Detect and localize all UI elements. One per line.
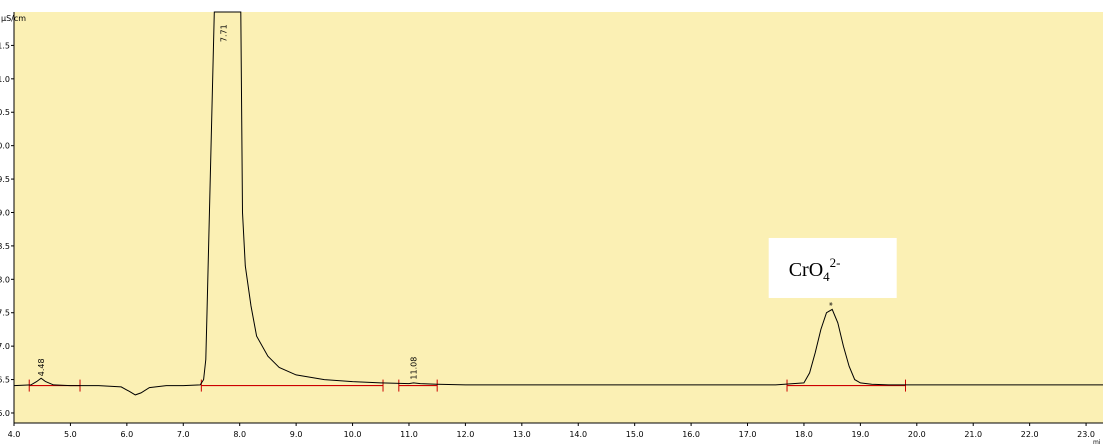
x-tick-label: 8.0 (233, 430, 246, 439)
x-tick-label: 4.0 (8, 430, 21, 439)
y-tick-label: 16.0 (0, 409, 10, 418)
y-tick-label: 20.0 (0, 142, 10, 151)
peak-label: 4.48 (37, 358, 46, 376)
signal-line (13, 11, 1103, 396)
x-tick-label: 23.0 (1077, 430, 1095, 439)
x-axis: 4.0 5.0 6.0 7.0 8.0 9.0 10.0 11.0 12.0 13.0 14.0 15… (8, 422, 1103, 439)
x-tick-label: 7.0 (177, 430, 190, 439)
x-tick-label: 16.0 (682, 430, 700, 439)
x-tick-label: 5.0 (64, 430, 77, 439)
annotation-label: CrO42- (789, 255, 841, 284)
peak-label: 7.71 (219, 24, 228, 42)
x-tick-label: 13.0 (513, 430, 531, 439)
x-tick-label: 11.0 (400, 430, 418, 439)
y-tick-label: 19.0 (0, 208, 10, 217)
x-tick-label: 6.0 (120, 430, 133, 439)
y-tick-label: 17.0 (0, 342, 10, 351)
x-tick-label: 19.0 (851, 430, 869, 439)
x-tick-label: 9.0 (290, 430, 303, 439)
y-tick-label: 19.5 (0, 175, 10, 184)
y-tick-label: 21.0 (0, 75, 10, 84)
x-tick-label: 18.0 (795, 430, 813, 439)
peak-labels: 4.48 7.71 11.08 * (37, 24, 837, 379)
plot-area (14, 12, 1103, 423)
y-tick-label: 20.5 (0, 108, 10, 117)
y-tick-label: 16.5 (0, 376, 10, 385)
y-axis: 16.0 16.5 17.0 17.5 18.0 18.5 19.0 19.5 20.0 20.5… (0, 12, 15, 423)
y-tick-label: 18.0 (0, 275, 10, 284)
x-tick-label: 17.0 (739, 430, 757, 439)
peak-label: 11.08 (409, 357, 418, 380)
y-axis-unit: µS/cm (1, 14, 26, 23)
annotation-background (768, 237, 897, 298)
x-tick-label: 10.0 (344, 430, 362, 439)
x-tick-label: 21.0 (964, 430, 982, 439)
y-tick-label: 21.5 (0, 41, 10, 50)
y-tick-label: 18.5 (0, 242, 10, 251)
annotation-box: CrO42- (768, 237, 897, 298)
annotation-main: CrO (789, 259, 823, 281)
x-tick-label: 15.0 (626, 430, 644, 439)
x-tick-label: 14.0 (569, 430, 587, 439)
annotation-superscript: 2- (830, 255, 841, 270)
x-tick-label: 20.0 (908, 430, 926, 439)
x-axis-unit: mi (1093, 439, 1101, 446)
annotation-subscript: 4 (823, 269, 830, 284)
peak-label: * (828, 302, 837, 306)
x-tick-label: 12.0 (456, 430, 474, 439)
x-tick-label: 22.0 (1021, 430, 1039, 439)
y-tick-label: 17.5 (0, 309, 10, 318)
